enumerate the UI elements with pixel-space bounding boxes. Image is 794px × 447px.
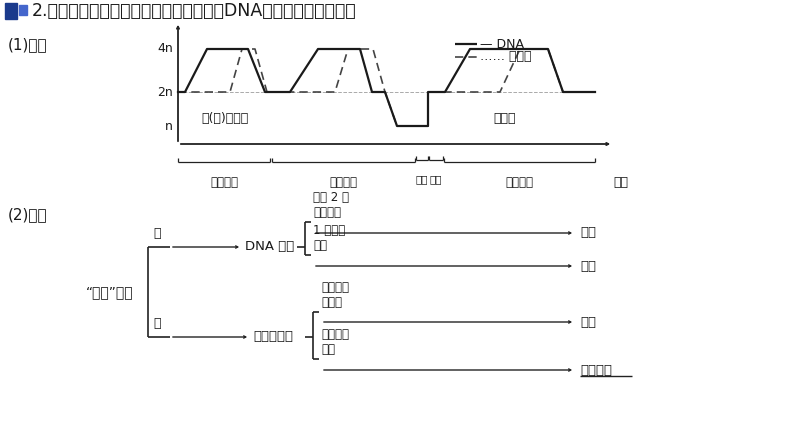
Text: 1 次直线
下降: 1 次直线 下降 (313, 224, 345, 252)
Text: 4n: 4n (157, 42, 173, 55)
Text: 连续 2 次
直线下降: 连续 2 次 直线下降 (313, 191, 349, 219)
Bar (19, 5, 27, 15)
Bar (5, 3, 17, 19)
Text: (1)模型: (1)模型 (8, 38, 48, 52)
Text: “斜线”有无: “斜线”有无 (87, 285, 134, 299)
Text: 有: 有 (153, 227, 160, 240)
Text: 2n: 2n (157, 85, 173, 98)
Text: n: n (165, 119, 173, 132)
Text: 精(卵)原细胞: 精(卵)原细胞 (202, 111, 249, 125)
Text: 减数分裂: 减数分裂 (330, 176, 357, 189)
Text: 有丝分裂: 有丝分裂 (580, 363, 612, 376)
Text: 有丝分裂: 有丝分裂 (210, 176, 238, 189)
Text: — DNA: — DNA (480, 38, 524, 51)
Text: 加倍后再
恢复: 加倍后再 恢复 (321, 328, 349, 356)
Text: 染色体变化: 染色体变化 (253, 330, 293, 343)
Text: 无: 无 (153, 317, 160, 330)
Text: 先减再增
终减半: 先减再增 终减半 (321, 281, 349, 309)
Text: 分裂: 分裂 (580, 227, 596, 240)
Text: 2.减数分裂和有丝分裂过程中染色体与核DNA数量变化曲线的判断: 2.减数分裂和有丝分裂过程中染色体与核DNA数量变化曲线的判断 (32, 2, 357, 20)
Text: DNA 变化: DNA 变化 (245, 240, 295, 253)
Text: (2)判断: (2)判断 (8, 207, 48, 223)
Text: …… 染色体: …… 染色体 (480, 51, 531, 63)
Text: 作用: 作用 (430, 174, 442, 184)
Text: 受精: 受精 (416, 174, 428, 184)
Text: 受精卵: 受精卵 (494, 111, 516, 125)
Text: 分裂: 分裂 (580, 260, 596, 273)
Text: 时期: 时期 (613, 176, 628, 189)
Text: 分裂: 分裂 (580, 316, 596, 329)
Text: 有丝分裂: 有丝分裂 (506, 176, 534, 189)
